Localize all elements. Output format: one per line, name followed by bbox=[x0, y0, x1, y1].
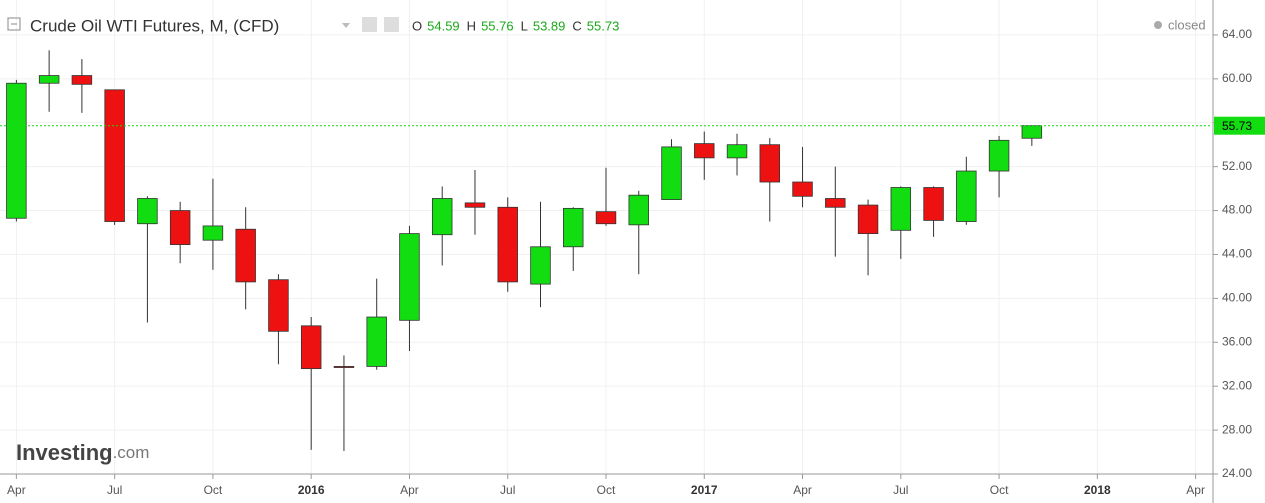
ohlc-legend: O 54.59 H 55.76 L 53.89 C 55.73 bbox=[412, 18, 619, 33]
candle-body bbox=[726, 144, 748, 159]
candle-body bbox=[104, 89, 125, 222]
candle-body bbox=[366, 316, 387, 367]
y-tick-label: 60.00 bbox=[1222, 71, 1252, 85]
candle-body bbox=[923, 187, 944, 221]
candle-body bbox=[1021, 125, 1043, 139]
last-price-tag bbox=[1214, 116, 1265, 135]
status-dot bbox=[1154, 21, 1162, 29]
y-tick-label: 24.00 bbox=[1222, 466, 1252, 480]
x-tick-label: Jul bbox=[893, 483, 908, 497]
candle-body bbox=[956, 170, 977, 222]
logo-main: Investing bbox=[16, 440, 113, 465]
candles bbox=[0, 50, 1212, 451]
x-tick-label: 2017 bbox=[691, 483, 718, 497]
status: closed bbox=[1168, 17, 1206, 32]
logo-suffix: .com bbox=[113, 443, 150, 462]
candle-body bbox=[202, 225, 224, 241]
eye-icon[interactable] bbox=[362, 17, 377, 32]
y-tick-label: 32.00 bbox=[1222, 378, 1252, 392]
last-price-label: 55.73 bbox=[1222, 119, 1252, 133]
ohlc-value: 54.59 bbox=[427, 18, 460, 33]
x-tick-label: Oct bbox=[204, 483, 223, 497]
y-tick-label: 40.00 bbox=[1222, 291, 1252, 305]
ohlc-value: 55.73 bbox=[587, 18, 620, 33]
candle-body bbox=[497, 206, 518, 283]
x-tick-label: Apr bbox=[793, 483, 812, 497]
x-tick-label: 2016 bbox=[298, 483, 325, 497]
x-tick-label: Apr bbox=[400, 483, 419, 497]
candle-body bbox=[399, 233, 420, 321]
candle-body bbox=[759, 144, 781, 183]
chart-title: Crude Oil WTI Futures, M, (CFD) bbox=[30, 16, 279, 35]
y-tick-label: 48.00 bbox=[1222, 203, 1252, 217]
x-tick-label: Oct bbox=[990, 483, 1009, 497]
candle-body bbox=[333, 366, 355, 368]
candle-body bbox=[38, 75, 60, 84]
candle-body bbox=[661, 146, 682, 200]
candle-body bbox=[6, 82, 27, 219]
candle-body bbox=[595, 211, 617, 225]
y-tick-label: 52.00 bbox=[1222, 159, 1252, 173]
candle-body bbox=[563, 207, 584, 248]
ohlc-key: C bbox=[572, 18, 581, 33]
candle-body bbox=[988, 139, 1010, 172]
candle-body bbox=[431, 198, 453, 236]
candle-body bbox=[628, 194, 649, 226]
candle-body bbox=[530, 246, 551, 285]
candle-body bbox=[235, 228, 256, 283]
candle-body bbox=[268, 279, 289, 332]
y-tick-label: 64.00 bbox=[1222, 27, 1252, 41]
candle-body bbox=[137, 198, 158, 225]
ohlc-key: O bbox=[412, 18, 422, 33]
x-tick-label: Apr bbox=[7, 483, 26, 497]
candle-body bbox=[694, 143, 715, 159]
ohlc-value: 53.89 bbox=[533, 18, 566, 33]
settings-icon[interactable] bbox=[384, 17, 399, 32]
y-tick-label: 36.00 bbox=[1222, 334, 1252, 348]
logo: Investing.com bbox=[16, 440, 149, 465]
candle-body bbox=[169, 210, 191, 245]
ohlc-value: 55.76 bbox=[481, 18, 514, 33]
candle-body bbox=[300, 325, 322, 370]
candle-body bbox=[890, 187, 912, 231]
ohlc-key: H bbox=[467, 18, 476, 33]
candle-body bbox=[71, 75, 93, 85]
y-tick-label: 28.00 bbox=[1222, 422, 1252, 436]
candle-body bbox=[792, 181, 813, 197]
collapse-icon[interactable] bbox=[7, 17, 21, 31]
x-tick-label: Jul bbox=[107, 483, 122, 497]
x-tick-label: Apr bbox=[1186, 483, 1205, 497]
x-tick-label: 2018 bbox=[1084, 483, 1111, 497]
x-tick-label: Oct bbox=[597, 483, 616, 497]
y-tick-label: 44.00 bbox=[1222, 247, 1252, 261]
x-tick-label: Jul bbox=[500, 483, 515, 497]
dropdown-icon[interactable] bbox=[342, 23, 350, 28]
candle-body bbox=[825, 198, 846, 208]
candle-body bbox=[857, 204, 879, 235]
ohlc-key: L bbox=[521, 18, 528, 33]
candle-body bbox=[464, 202, 486, 208]
